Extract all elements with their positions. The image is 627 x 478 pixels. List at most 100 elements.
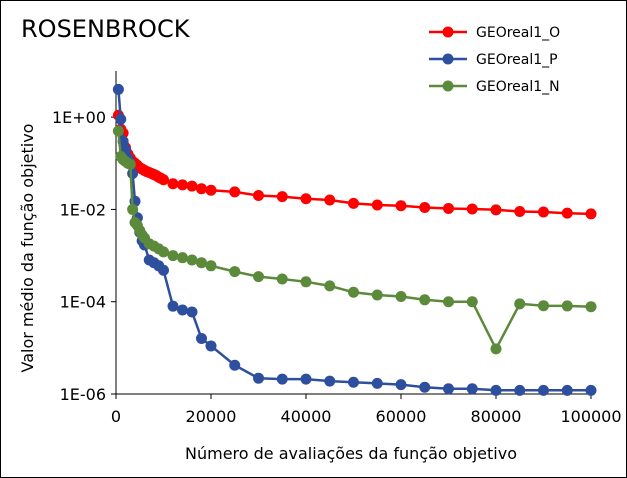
y-ticks: 1E-06 1E-04 1E-02 1E+00 [52, 108, 116, 404]
data-point [324, 375, 336, 387]
data-point [300, 276, 312, 288]
data-point [158, 246, 169, 258]
series-0 [112, 109, 597, 220]
series-line [117, 89, 591, 392]
data-point [115, 113, 127, 125]
data-point [167, 178, 179, 190]
data-point [177, 304, 188, 316]
data-point [514, 298, 526, 310]
data-point [585, 301, 597, 313]
data-point [158, 174, 169, 186]
data-point [205, 184, 217, 196]
y-tick-label: 1E-06 [60, 385, 106, 404]
data-point [419, 294, 431, 306]
series-layer [112, 83, 597, 396]
x-tick-label: 80000 [471, 407, 522, 426]
y-tick-label: 1E-04 [60, 293, 106, 312]
data-point [124, 158, 136, 170]
data-point [419, 202, 431, 214]
legend-marker [442, 26, 454, 38]
legend-item: GEOreal1_P [429, 52, 558, 68]
y-tick-label: 1E-02 [60, 200, 106, 219]
legend-item: GEOreal1_N [429, 79, 560, 95]
data-point [324, 194, 336, 206]
data-point [561, 384, 573, 396]
legend-item: GEOreal1_O [429, 25, 560, 41]
data-point [186, 180, 198, 192]
legend-label: GEOreal1_P [476, 52, 558, 68]
data-point [167, 300, 179, 312]
data-point [395, 290, 407, 302]
data-point [112, 125, 124, 137]
data-point [276, 373, 288, 385]
data-point [371, 377, 383, 389]
data-point [538, 384, 549, 396]
x-ticks: 0 20000 40000 60000 80000 100000 [111, 394, 622, 426]
data-point [466, 203, 478, 215]
data-point [490, 384, 502, 396]
data-point [490, 343, 502, 355]
data-point [112, 83, 124, 95]
data-point [253, 271, 264, 283]
data-point [443, 383, 454, 395]
data-point [514, 206, 526, 218]
legend-marker [442, 53, 454, 65]
data-point [514, 384, 526, 396]
y-tick-label: 1E+00 [52, 108, 106, 127]
data-point [229, 266, 241, 278]
data-point [443, 296, 454, 308]
data-point [196, 183, 207, 195]
data-point [167, 250, 179, 262]
data-point [466, 296, 478, 308]
legend-marker [442, 80, 454, 92]
axes [115, 71, 591, 395]
data-point [348, 286, 359, 298]
x-tick-label: 60000 [376, 407, 427, 426]
data-point [229, 186, 241, 198]
data-point [585, 208, 597, 220]
data-point [538, 206, 549, 218]
data-point [348, 376, 359, 388]
data-point [158, 264, 169, 276]
data-point [229, 359, 241, 371]
data-point [395, 379, 407, 391]
x-axis-title: Número de avaliações da função objetivo [185, 444, 517, 463]
legend-label: GEOreal1_N [476, 79, 560, 95]
data-point [395, 200, 407, 212]
x-tick-label: 20000 [186, 407, 237, 426]
data-point [186, 306, 198, 318]
data-point [585, 384, 597, 396]
data-point [276, 273, 288, 285]
data-point [205, 340, 217, 352]
data-point [466, 383, 478, 395]
data-point [538, 300, 549, 312]
data-point [253, 190, 264, 202]
chart-title: ROSENBROCK [21, 15, 191, 43]
data-point [348, 197, 359, 209]
y-axis-title: Valor médio da função objetivo [18, 124, 37, 373]
x-tick-label: 40000 [281, 407, 332, 426]
data-point [443, 202, 454, 214]
data-point [300, 373, 312, 385]
data-point [324, 280, 336, 292]
data-point [300, 193, 312, 205]
x-tick-label: 100000 [560, 407, 621, 426]
data-point [196, 257, 207, 269]
data-point [490, 204, 502, 216]
data-point [127, 168, 139, 180]
data-point [276, 191, 288, 203]
data-point [561, 300, 573, 312]
data-point [419, 381, 431, 393]
data-point [127, 203, 139, 215]
data-point [371, 289, 383, 301]
series-1 [112, 83, 597, 396]
x-tick-label: 0 [111, 407, 121, 426]
data-point [196, 332, 207, 344]
data-point [253, 372, 264, 384]
legend-label: GEOreal1_O [476, 25, 560, 41]
data-point [371, 199, 383, 211]
data-point [186, 254, 198, 266]
data-point [205, 260, 217, 272]
